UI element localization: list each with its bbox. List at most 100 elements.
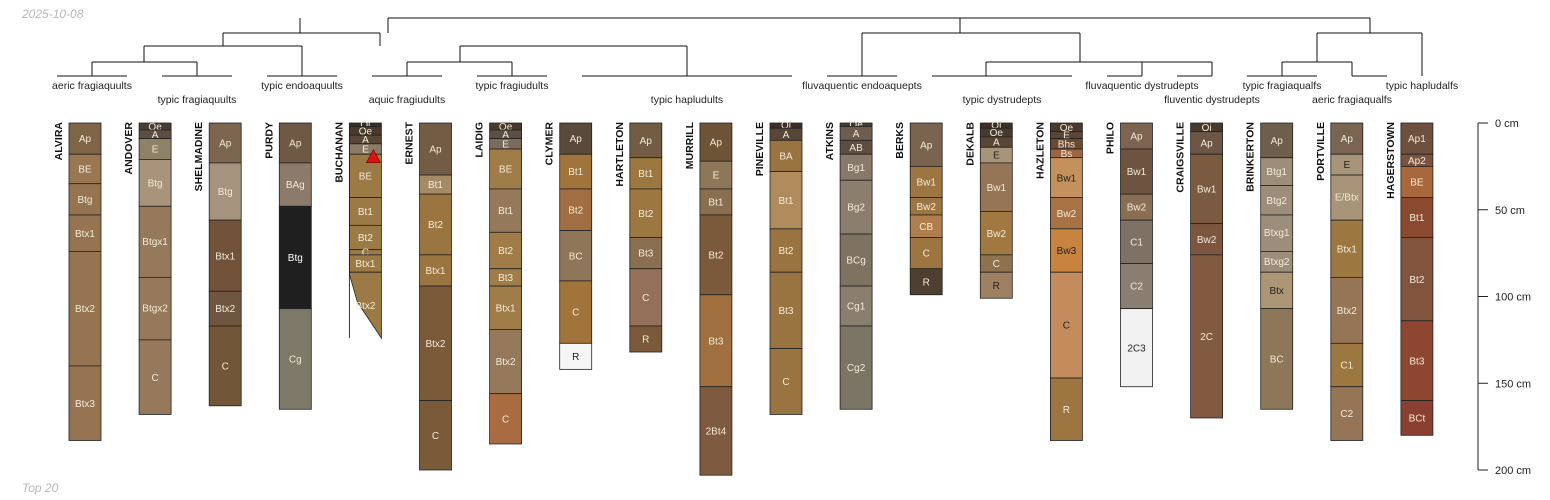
horizon-label: Bt1	[638, 169, 653, 180]
horizon-label: Ap	[570, 134, 583, 145]
horizon-label: BC	[1270, 355, 1284, 366]
horizon-block	[348, 224, 382, 251]
horizon-label: A	[152, 130, 159, 141]
soil-profile: ATKINS OeA AB Bg1 Bg2 BCg Cg1 Cg2	[824, 120, 873, 410]
horizon-label: Bs	[1061, 149, 1073, 160]
subgroup-label: typic fragiaqualfs	[1243, 80, 1322, 92]
profile-name: BERKS	[894, 122, 906, 159]
horizon-block	[68, 122, 102, 155]
horizon-block	[769, 271, 803, 349]
profile-name: ERNEST	[404, 121, 416, 164]
horizon-block	[1050, 197, 1083, 230]
horizon-label: C	[993, 259, 1000, 270]
horizon-label: C	[572, 308, 579, 319]
horizon-block	[278, 162, 312, 207]
horizon-block	[68, 153, 102, 185]
horizon-block	[348, 153, 382, 199]
horizon-block	[769, 171, 803, 230]
horizon-block	[348, 197, 382, 226]
horizon-block	[979, 271, 1013, 299]
horizon-block	[1400, 122, 1434, 155]
horizon-block	[278, 308, 312, 410]
profile-name: HAGERSTOWN	[1385, 122, 1397, 199]
horizon-block	[489, 231, 523, 270]
horizon-block	[138, 159, 172, 207]
horizon-block	[629, 237, 663, 270]
horizon-label: Bt3	[638, 249, 653, 260]
horizon-label: A	[783, 130, 790, 141]
horizon-label: Ap	[710, 138, 723, 149]
horizon-block	[489, 329, 523, 395]
horizon-label: Ap	[429, 145, 442, 156]
horizon-block	[1120, 148, 1153, 195]
horizon-label: Bt3	[1409, 356, 1424, 367]
horizon-label: Bt2	[358, 233, 373, 244]
horizon-block	[839, 325, 873, 410]
horizon-label: R	[1063, 405, 1070, 416]
horizon-label: C	[432, 431, 439, 442]
axis-tick-label: 150 cm	[1495, 378, 1531, 390]
horizon-block	[559, 230, 593, 282]
horizon-label: R	[923, 277, 930, 288]
horizon-label: Bt3	[498, 273, 513, 284]
horizon-label: Ap	[79, 134, 92, 145]
subgroup-label: aeric fragiaqualfs	[1312, 94, 1392, 106]
horizon-label: BE	[359, 172, 373, 183]
marker-triangle	[365, 149, 381, 163]
horizon-label: Bt2	[1409, 275, 1424, 286]
horizon-block	[1330, 122, 1364, 155]
profile-name: PHILO	[1105, 122, 1117, 154]
horizon-label: Bt1	[568, 167, 583, 178]
soil-profile: HARTLETON Ap Bt1 Bt2 Bt3 C R	[614, 122, 663, 353]
horizon-label: C2	[1130, 282, 1143, 293]
horizon-label: Btx2	[496, 357, 516, 368]
horizon-label: C	[923, 249, 930, 260]
horizon-label: Btx1	[496, 303, 516, 314]
profile-name: DEKALB	[964, 122, 976, 166]
profile-name: PURDY	[263, 122, 275, 159]
horizon-label: C	[151, 373, 158, 384]
horizon-label: Bt1	[708, 198, 723, 209]
horizon-label: Oe	[990, 128, 1004, 139]
horizon-label: C	[642, 293, 649, 304]
soil-profile: ERNEST Ap Bt1 Bt2 Btx1 Btx2 C	[404, 121, 452, 471]
horizon-block	[1260, 271, 1294, 310]
horizon-label: C1	[1340, 361, 1353, 372]
horizon-label: C1	[1130, 237, 1143, 248]
horizon-label: Bw3	[1057, 246, 1077, 257]
horizon-label: Btx2	[75, 304, 95, 315]
horizon-label: 2Bt4	[706, 427, 727, 438]
horizon-label: Btg2	[1266, 196, 1287, 207]
horizon-label: R	[572, 352, 579, 363]
horizon-label: Ap	[1271, 136, 1284, 147]
horizon-label: Oi	[991, 121, 1001, 132]
horizon-block	[489, 285, 523, 330]
profile-name: PINEVILLE	[754, 122, 766, 176]
horizon-block	[559, 188, 593, 231]
horizon-label: Oe	[359, 126, 373, 137]
horizon-label: 2C3	[1127, 343, 1146, 354]
soil-profile: BERKS Ap Bw1 Bw2 CB C R	[894, 122, 943, 296]
profile-name: HAZLETON	[1034, 122, 1046, 179]
subgroup-label: typic hapludults	[651, 94, 723, 106]
horizon-label: Btx1	[75, 229, 95, 240]
horizon-block	[699, 188, 733, 216]
horizon-label: Bg2	[847, 203, 865, 214]
horizon-label: E	[152, 145, 159, 156]
horizon-label: Btg	[288, 253, 303, 264]
horizon-label: BE	[78, 165, 92, 176]
dendrogram	[57, 17, 1423, 77]
soil-profile: PURDY Ap BAg Btg Cg	[263, 122, 312, 410]
horizon-block	[489, 188, 523, 233]
horizon-label: Btgx2	[142, 304, 168, 315]
horizon-label: BE	[1410, 178, 1424, 189]
horizon-block	[559, 153, 593, 190]
horizon-label: A	[502, 130, 509, 141]
horizon-label: Bw2	[1057, 209, 1077, 220]
horizon-block	[208, 325, 242, 407]
horizon-label: CB	[919, 222, 933, 233]
horizon-label: Oe	[148, 122, 162, 133]
horizon-label: Btg1	[1266, 167, 1287, 178]
